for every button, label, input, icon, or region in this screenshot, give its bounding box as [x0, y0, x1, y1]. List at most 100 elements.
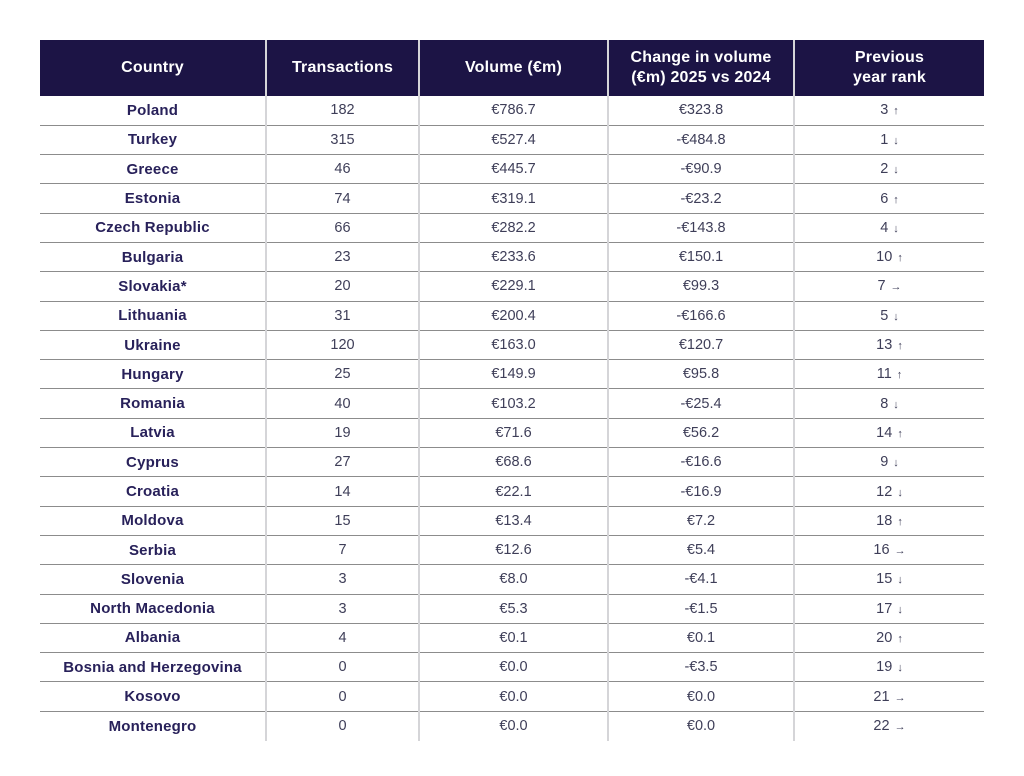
country-cell: Czech Republic — [40, 213, 266, 243]
rank-cell: 3 ↑ — [793, 96, 984, 126]
col-header-previous-rank: Previous year rank — [793, 40, 984, 96]
up-arrow-icon: ↑ — [897, 632, 903, 645]
change-cell: €150.1 — [607, 242, 794, 273]
col-header-transactions: Transactions — [265, 40, 419, 96]
rank-value: 5 — [880, 307, 889, 324]
transactions-cell: 4 — [265, 623, 419, 654]
header-row: Country Transactions Volume (€m) Change … — [40, 40, 984, 96]
country-cell: Romania — [40, 388, 266, 419]
transactions-cell: 46 — [265, 154, 419, 185]
rank-cell: 16 → — [793, 535, 984, 566]
table-row: Bosnia and Herzegovina 0 €0.0 -€3.5 19 ↓ — [40, 652, 984, 683]
rank-cell: 18 ↑ — [793, 506, 984, 536]
volume-cell: €68.6 — [418, 447, 608, 478]
change-cell: -€16.6 — [607, 447, 794, 478]
volume-cell: €13.4 — [418, 506, 608, 536]
rank-cell: 7 → — [793, 271, 984, 302]
rank-cell: 22 → — [793, 711, 984, 741]
down-arrow-icon: ↓ — [893, 457, 899, 470]
country-cell: Montenegro — [108, 717, 197, 735]
up-arrow-icon: ↑ — [897, 340, 903, 353]
rank-value: 7 — [877, 278, 886, 295]
up-arrow-icon: ↑ — [897, 427, 903, 440]
rank-value: 15 — [876, 571, 893, 588]
volume-cell: €5.3 — [418, 594, 608, 624]
volume-cell: €445.7 — [418, 154, 608, 185]
transactions-cell: 15 — [265, 506, 419, 536]
country-cell: Bosnia and Herzegovina — [40, 652, 266, 683]
same-arrow-icon: → — [894, 691, 906, 704]
volume-cell: €786.7 — [418, 96, 608, 126]
country-cell: Lithuania — [40, 301, 266, 331]
transactions-cell: 120 — [265, 330, 419, 361]
transactions-cell: 25 — [265, 359, 419, 390]
transactions-cell: 0 — [265, 681, 419, 712]
volume-cell: €12.6 — [418, 535, 608, 566]
transactions-cell: 20 — [265, 271, 419, 302]
col-header-country: Country — [40, 40, 266, 96]
rank-value: 6 — [880, 190, 889, 207]
volume-cell: €0.0 — [418, 652, 608, 683]
change-cell: €120.7 — [607, 330, 794, 361]
rank-value: 22 — [873, 718, 890, 735]
table-row: Poland 182 €786.7 €323.8 3 ↑ — [40, 96, 984, 126]
rank-cell: 14 ↑ — [793, 418, 984, 449]
rank-cell: 6 ↑ — [793, 183, 984, 214]
rank-value: 16 — [873, 542, 890, 559]
rank-value: 3 — [880, 102, 889, 119]
table-row: Latvia 19 €71.6 €56.2 14 ↑ — [40, 418, 984, 449]
change-cell: -€90.9 — [607, 154, 794, 185]
down-arrow-icon: ↓ — [893, 398, 899, 411]
same-arrow-icon: → — [894, 545, 906, 558]
volume-cell: €8.0 — [418, 564, 608, 595]
down-arrow-icon: ↓ — [897, 574, 903, 587]
country-cell: Turkey — [40, 125, 266, 156]
volume-cell: €103.2 — [418, 388, 608, 419]
rank-value: 17 — [876, 600, 893, 617]
down-arrow-icon: ↓ — [893, 134, 899, 147]
transactions-cell: 66 — [265, 213, 419, 243]
transactions-cell: 0 — [265, 711, 419, 741]
same-arrow-icon: → — [894, 721, 906, 734]
up-arrow-icon: ↑ — [896, 369, 903, 382]
change-cell: -€4.1 — [607, 564, 794, 595]
country-cell: Greece — [40, 154, 266, 185]
change-cell: €0.0 — [607, 711, 794, 741]
up-arrow-icon: ↑ — [893, 105, 899, 118]
rank-value: 9 — [880, 454, 889, 471]
rank-cell: 1 ↓ — [793, 125, 984, 156]
country-cell: Moldova — [40, 506, 266, 536]
rank-cell: 12 ↓ — [793, 476, 984, 507]
rank-cell: 21 → — [793, 681, 984, 712]
down-arrow-icon: ↓ — [897, 486, 903, 499]
transactions-cell: 315 — [265, 125, 419, 156]
down-arrow-icon: ↓ — [897, 662, 903, 675]
change-cell: €5.4 — [607, 535, 794, 566]
transactions-cell: 27 — [265, 447, 419, 478]
rank-value: 10 — [876, 249, 893, 266]
transactions-cell: 74 — [265, 183, 419, 214]
transactions-cell: 7 — [265, 535, 419, 566]
table-body: Poland 182 €786.7 €323.8 3 ↑ Turkey 315 €… — [40, 96, 984, 741]
table-row: Montenegro 0 €0.0 €0.0 22 → — [40, 711, 984, 741]
table-row: Lithuania 31 €200.4 -€166.6 5 ↓ — [40, 301, 984, 331]
table-row: Cyprus 27 €68.6 -€16.6 9 ↓ — [40, 447, 984, 478]
transactions-cell: 0 — [265, 652, 419, 683]
rank-cell: 2 ↓ — [793, 154, 984, 185]
volume-cell: €200.4 — [418, 301, 608, 331]
table-row: Romania 40 €103.2 -€25.4 8 ↓ — [40, 388, 984, 419]
up-arrow-icon: ↑ — [893, 193, 899, 206]
country-cell: Hungary — [40, 359, 266, 390]
down-arrow-icon: ↓ — [897, 603, 903, 616]
table-row: Moldova 15 €13.4 €7.2 18 ↑ — [40, 506, 984, 536]
table-row: Hungary 25 €149.9 €95.8 11 ↑ — [40, 359, 984, 390]
transactions-cell: 19 — [265, 418, 419, 449]
country-cell: Serbia — [40, 535, 266, 566]
table-row: Ukraine 120 €163.0 €120.7 13 ↑ — [40, 330, 984, 361]
country-cell: Croatia — [40, 476, 266, 507]
rank-value: 2 — [880, 161, 889, 178]
up-arrow-icon: ↑ — [897, 252, 903, 265]
change-cell: -€484.8 — [607, 125, 794, 156]
country-cell: Latvia — [40, 418, 266, 449]
volume-cell: €0.0 — [418, 711, 608, 741]
